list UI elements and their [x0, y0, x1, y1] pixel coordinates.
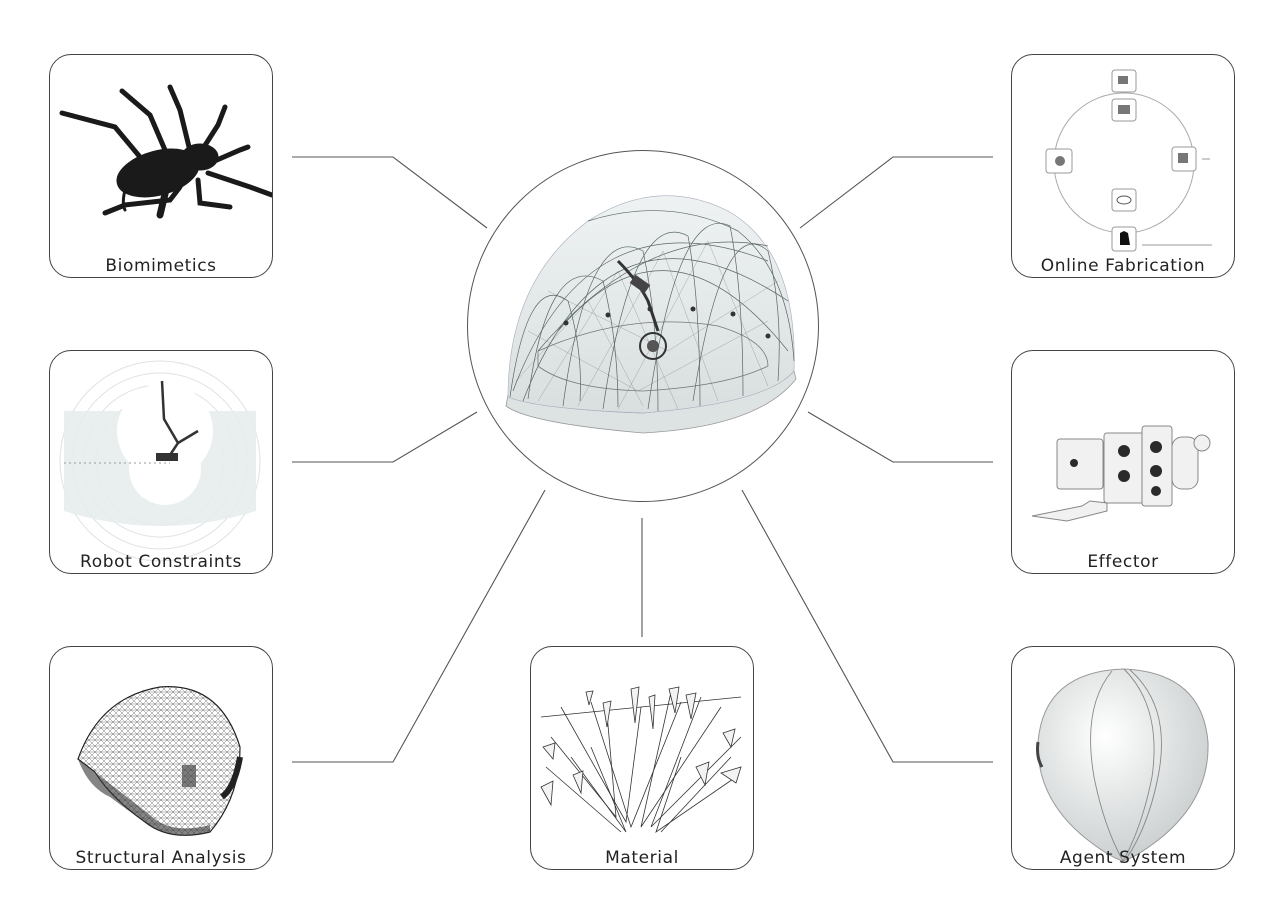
- connector-effector: [807, 411, 993, 463]
- connector-agent-system: [741, 489, 993, 763]
- sensor-node: [1111, 188, 1137, 212]
- panel-robot-constraints: Robot Constraints: [49, 350, 273, 574]
- connector-structural-analysis: [292, 489, 546, 763]
- panel-label: Robot Constraints: [80, 552, 242, 572]
- connector-online-fabrication: [799, 156, 993, 229]
- material-shards-icon: [540, 686, 742, 834]
- agent-shell-icon: [1036, 668, 1209, 862]
- panel-structural-analysis: Structural Analysis: [49, 646, 273, 870]
- spider-icon: [59, 84, 272, 219]
- hub-dome-image: [467, 150, 819, 502]
- robot-reach-diagram: [59, 360, 261, 562]
- panel-label: Biomimetics: [105, 256, 217, 276]
- effector-icon: [1031, 425, 1211, 522]
- panel-label: Online Fabrication: [1040, 256, 1206, 276]
- connector-biomimetics: [292, 156, 488, 229]
- dome-icon: [505, 195, 797, 434]
- mesh-analysis-icon: [77, 686, 243, 836]
- panel-material: Material: [530, 646, 754, 870]
- panel-label: Agent System: [1059, 848, 1187, 868]
- panel-label: Structural Analysis: [75, 848, 247, 868]
- panel-online-fabrication: Online Fabrication: [1011, 54, 1235, 278]
- panel-biomimetics: Biomimetics: [49, 54, 273, 278]
- connector-robot-constraints: [292, 411, 478, 463]
- fabrication-cycle-diagram: [1045, 69, 1212, 252]
- panel-agent-system: Agent System: [1011, 646, 1235, 870]
- panel-effector: Effector: [1011, 350, 1235, 574]
- panel-label: Material: [605, 848, 679, 868]
- panel-label: Effector: [1087, 552, 1159, 572]
